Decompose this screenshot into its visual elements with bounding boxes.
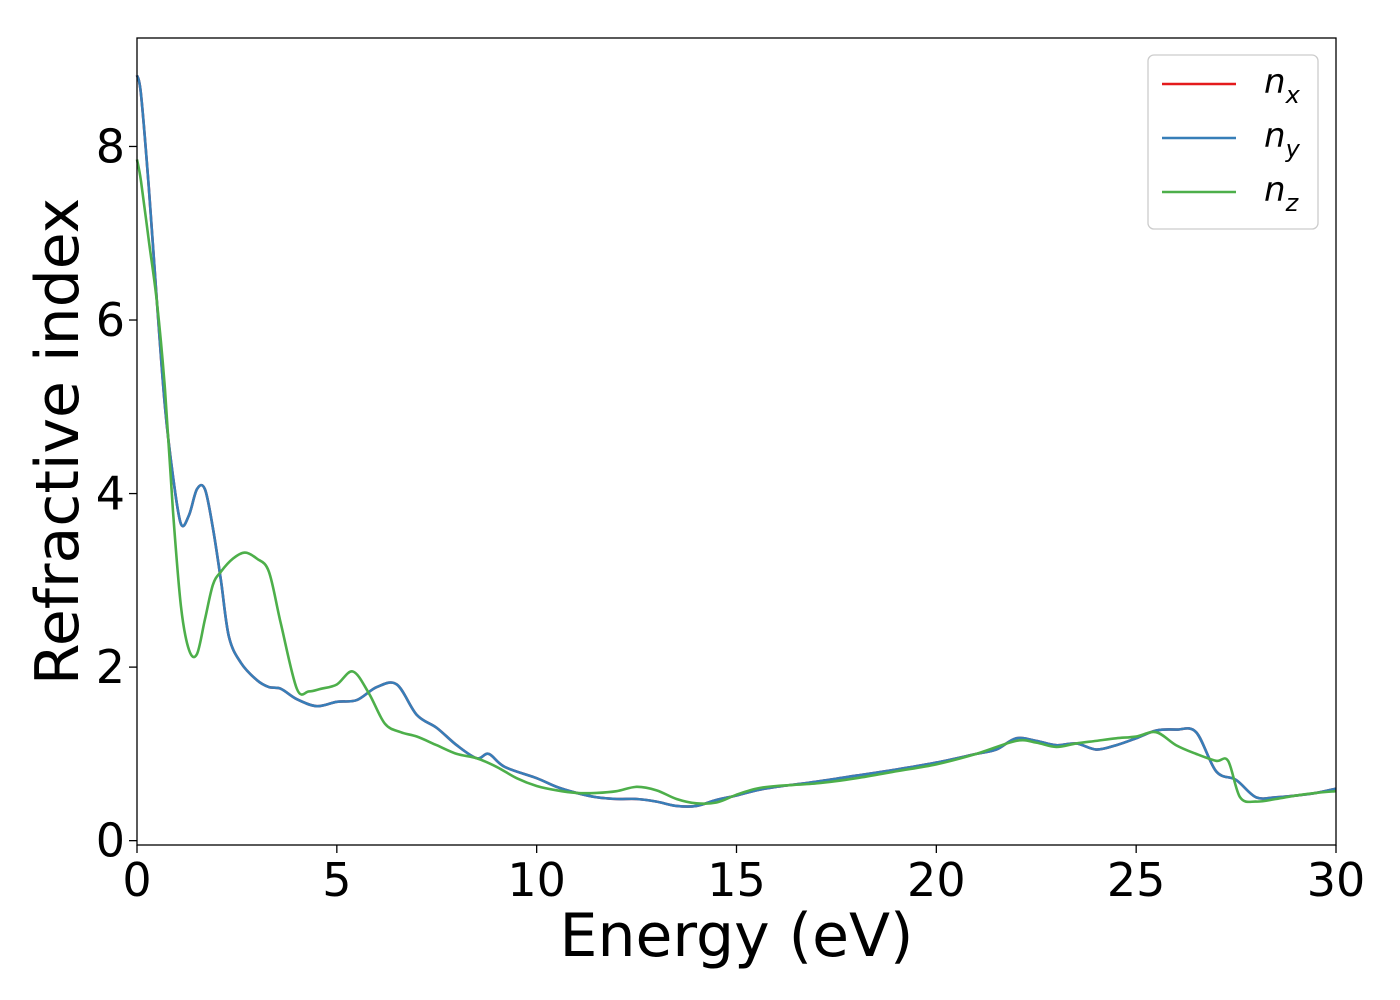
series-layer [135,74,1337,808]
legend-box [1147,54,1319,230]
y-tick-label: 2 [96,640,125,694]
legend-label-subscript: z [1285,189,1300,217]
x-tick-label: 0 [122,853,151,907]
legend-label-main: n [1264,170,1286,210]
y-axis-title: Refractive index [23,198,93,685]
x-axis-ticks: 0 5 10 15 20 25 30 [122,845,1365,907]
x-tick-label: 10 [507,853,566,907]
legend-label-main: n [1264,116,1286,156]
y-tick-label: 0 [96,814,125,868]
y-tick-label: 4 [96,467,125,521]
x-tick-label: 25 [1107,853,1166,907]
x-axis-title: Energy (eV) [560,901,914,971]
legend-label-subscript: y [1285,135,1301,163]
legend-label-subscript: x [1285,81,1301,109]
series-line-n_y [135,74,1337,808]
y-tick-label: 6 [96,293,125,347]
legend-label-main: n [1264,62,1286,102]
y-axis-ticks: 0 2 4 6 8 [96,119,137,868]
legend-label-n_z: nz [1264,170,1300,217]
legend-label-n_x: nx [1264,62,1301,109]
series-line-n_z [135,159,1337,806]
x-tick-label: 15 [707,853,766,907]
x-tick-label: 5 [322,853,351,907]
x-tick-label: 30 [1307,853,1366,907]
y-tick-label: 8 [96,119,125,173]
legend-label-n_y: ny [1264,116,1301,163]
x-tick-label: 20 [907,853,966,907]
